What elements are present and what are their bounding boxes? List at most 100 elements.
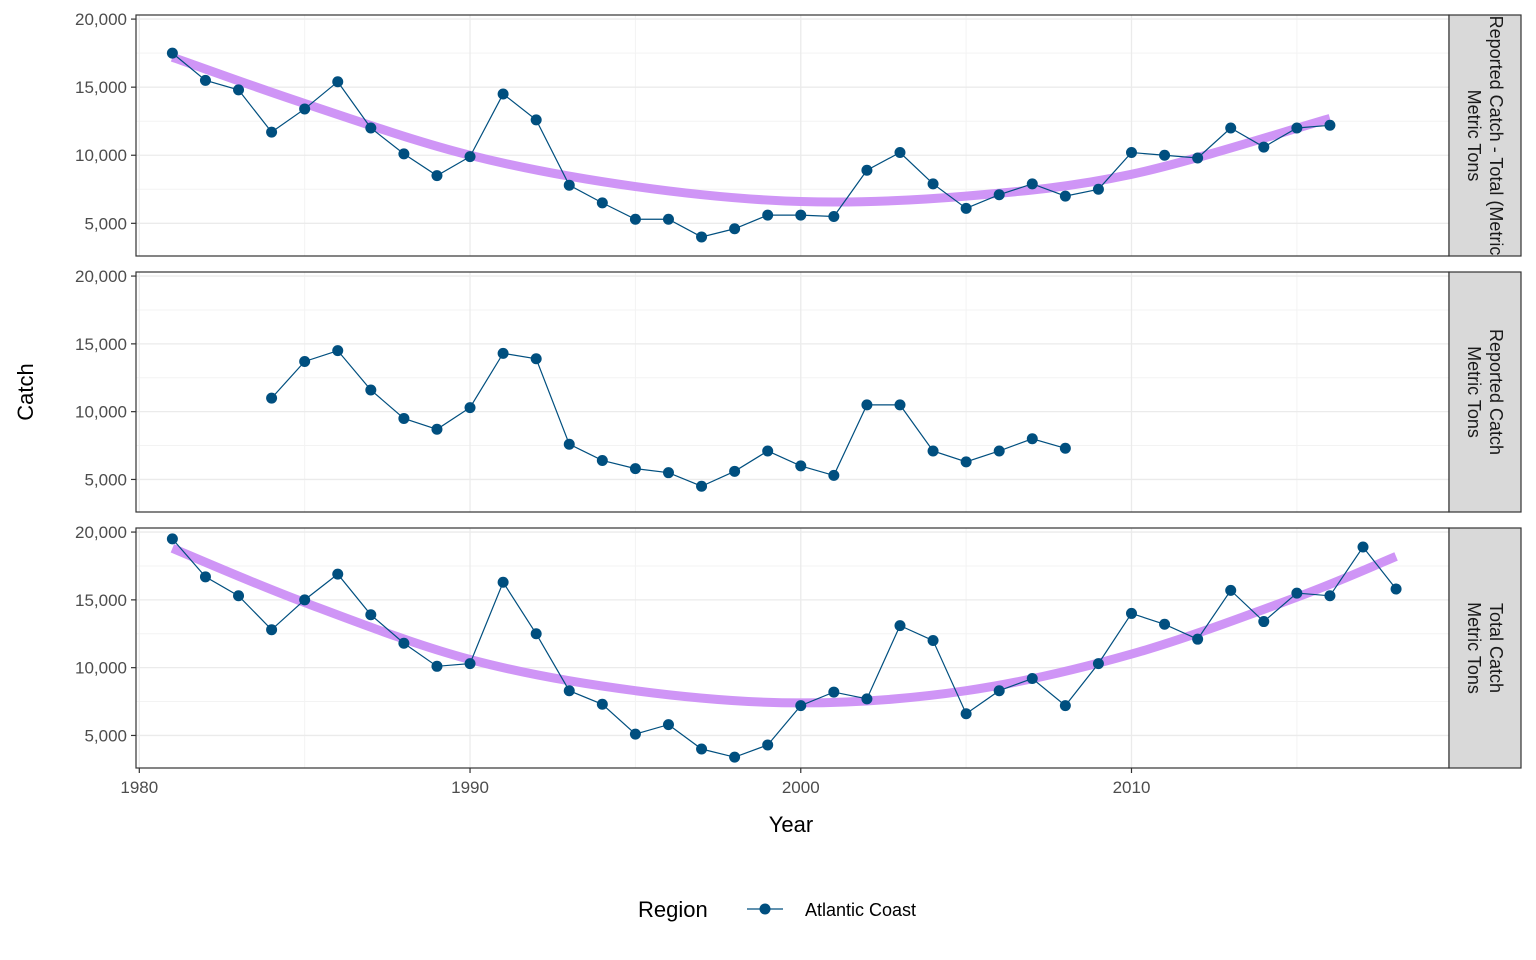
data-point xyxy=(762,209,774,221)
panel-plot-area xyxy=(166,47,1336,243)
data-point xyxy=(662,719,674,731)
panel-background xyxy=(136,528,1449,768)
data-point xyxy=(1026,178,1038,190)
data-point xyxy=(894,620,906,632)
facet-strip-label: Metric Tons xyxy=(1464,602,1484,694)
data-point xyxy=(927,445,939,457)
x-tick-label: 2000 xyxy=(782,778,820,797)
data-point xyxy=(199,74,211,86)
data-point xyxy=(1159,618,1171,630)
legend: Region Atlantic Coast xyxy=(638,897,916,922)
data-point xyxy=(662,213,674,225)
data-point xyxy=(431,170,443,182)
data-point xyxy=(1291,587,1303,599)
data-point xyxy=(1059,700,1071,712)
facet-strip-label: Reported Catch - Total (Metric xyxy=(1486,16,1506,256)
data-point xyxy=(894,147,906,159)
data-point xyxy=(1125,147,1137,159)
data-point xyxy=(1192,633,1204,645)
data-point xyxy=(431,660,443,672)
legend-title: Region xyxy=(638,897,708,922)
data-point xyxy=(266,392,278,404)
panel-3: 5,000 10,000 15,000 20,000 Total CatchMetric… xyxy=(75,523,1522,797)
data-point xyxy=(795,209,807,221)
facet-strip xyxy=(1448,527,1522,769)
data-point xyxy=(464,658,476,670)
data-point xyxy=(596,197,608,209)
data-point xyxy=(696,480,708,492)
data-point xyxy=(861,399,873,411)
data-point xyxy=(960,708,972,720)
data-point xyxy=(960,202,972,214)
data-point xyxy=(398,412,410,424)
data-point xyxy=(398,148,410,160)
data-point xyxy=(1357,541,1369,553)
data-point xyxy=(596,454,608,466)
data-point xyxy=(828,469,840,481)
data-point xyxy=(431,423,443,435)
data-point xyxy=(166,47,178,59)
data-point xyxy=(332,345,344,357)
data-point xyxy=(828,686,840,698)
data-point xyxy=(828,211,840,223)
panels-layer: 5,000 10,000 15,000 20,000 Reported Catch - … xyxy=(75,10,1522,797)
legend-entry-atlantic-coast: Atlantic Coast xyxy=(805,900,916,920)
data-point xyxy=(299,594,311,606)
data-point xyxy=(729,751,741,763)
data-point xyxy=(762,445,774,457)
trend-line xyxy=(170,52,1332,207)
data-point xyxy=(332,568,344,580)
y-axis-label: Catch xyxy=(13,363,38,420)
facet-strip-label: Reported Catch xyxy=(1486,329,1506,455)
data-point xyxy=(1159,149,1171,161)
data-point xyxy=(1125,607,1137,619)
y-tick-label: 5,000 xyxy=(84,214,127,233)
data-point xyxy=(795,700,807,712)
data-point xyxy=(861,693,873,705)
data-point xyxy=(1092,183,1104,195)
data-point xyxy=(662,467,674,479)
data-point xyxy=(629,463,641,475)
data-point xyxy=(1225,584,1237,596)
data-point xyxy=(299,355,311,367)
data-point xyxy=(927,178,939,190)
data-point xyxy=(1092,658,1104,670)
y-tick-label: 15,000 xyxy=(75,335,127,354)
facet-strip-label: Total Catch xyxy=(1486,603,1506,693)
y-tick-label: 20,000 xyxy=(75,523,127,542)
data-point xyxy=(1324,590,1336,602)
data-point xyxy=(332,76,344,88)
data-point xyxy=(795,460,807,472)
x-tick-label: 2010 xyxy=(1113,778,1151,797)
data-point xyxy=(729,223,741,235)
data-point xyxy=(1258,616,1270,628)
x-tick-label: 1980 xyxy=(120,778,158,797)
panel-background xyxy=(136,15,1449,256)
data-point xyxy=(1059,442,1071,454)
data-point xyxy=(464,151,476,163)
data-point xyxy=(596,698,608,710)
data-point xyxy=(199,571,211,583)
data-point xyxy=(166,533,178,545)
panel-2: 5,000 10,000 15,000 20,000 Reported CatchMet… xyxy=(75,267,1522,513)
series-line-atlantic-coast xyxy=(171,538,1397,758)
panel-background xyxy=(136,272,1449,512)
panel-plot-area xyxy=(166,533,1402,763)
data-point xyxy=(629,213,641,225)
data-point xyxy=(365,609,377,621)
data-point xyxy=(1225,122,1237,134)
data-point xyxy=(993,685,1005,697)
data-point xyxy=(398,637,410,649)
data-point xyxy=(1291,122,1303,134)
panel-plot-area xyxy=(266,345,1071,492)
facet-strip xyxy=(1448,271,1522,513)
y-tick-label: 15,000 xyxy=(75,591,127,610)
data-point xyxy=(464,402,476,414)
data-point xyxy=(266,624,278,636)
data-point xyxy=(696,743,708,755)
data-point xyxy=(1390,583,1402,595)
data-point xyxy=(1192,152,1204,164)
